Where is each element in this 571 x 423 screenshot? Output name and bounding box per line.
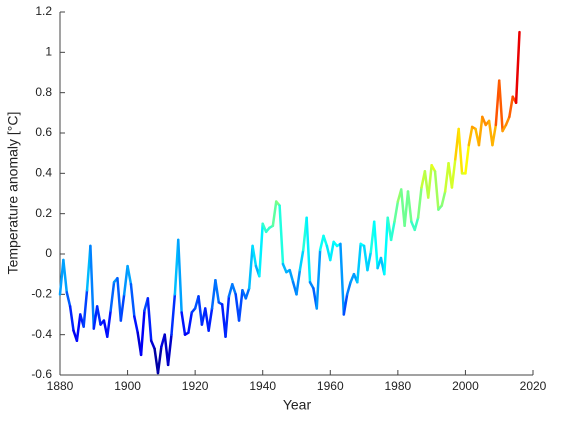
- x-tick-label: 1900: [114, 379, 141, 393]
- line-segment: [481, 115, 487, 127]
- line-segment: [116, 276, 123, 322]
- line-segment: [244, 287, 251, 300]
- line-segment: [278, 204, 285, 266]
- line-segment: [65, 291, 72, 308]
- line-segment: [450, 157, 457, 189]
- line-segment: [345, 280, 352, 296]
- y-tick-label: 0.2: [35, 206, 52, 220]
- line-segment: [156, 345, 163, 375]
- line-segment: [288, 268, 295, 284]
- y-tick-label: 1: [45, 45, 52, 59]
- line-segment: [406, 190, 413, 223]
- line-segment: [126, 264, 133, 286]
- line-segment: [504, 115, 511, 127]
- x-tick-label: 2000: [452, 379, 479, 393]
- line-segment: [366, 250, 373, 272]
- line-segment: [322, 234, 329, 248]
- line-segment: [433, 170, 440, 211]
- line-segment: [166, 333, 173, 367]
- line-segment: [318, 234, 325, 252]
- line-segment: [177, 238, 183, 314]
- y-tick-label: 0.6: [35, 125, 52, 139]
- line-segment: [109, 280, 116, 312]
- line-segment: [210, 278, 217, 310]
- line-segment: [342, 293, 349, 316]
- line-segment: [295, 268, 302, 296]
- line-segment: [440, 190, 447, 207]
- line-segment: [389, 220, 396, 242]
- line-segment: [315, 248, 322, 310]
- line-segment: [271, 200, 278, 228]
- line-segment: [68, 305, 75, 332]
- line-segment: [258, 222, 264, 278]
- line-segment: [129, 283, 136, 318]
- line-segment: [214, 278, 221, 304]
- line-segment: [508, 95, 514, 119]
- y-tick-label: 0.4: [35, 166, 52, 180]
- y-tick-label: -0.6: [31, 367, 52, 381]
- line-segment: [106, 309, 112, 338]
- y-tick-label: -0.4: [31, 327, 52, 341]
- y-tick-label: 0.8: [35, 85, 52, 99]
- line-segment: [95, 305, 102, 326]
- line-segment: [119, 293, 126, 322]
- line-segment: [362, 244, 369, 272]
- line-segment: [251, 244, 258, 268]
- line-segment: [393, 200, 400, 223]
- line-segment: [237, 289, 244, 322]
- y-tick-label: -0.2: [31, 287, 52, 301]
- line-segment: [339, 242, 346, 316]
- line-segment: [197, 295, 204, 326]
- line-segment: [133, 315, 139, 334]
- line-segment: [224, 295, 231, 338]
- line-segment: [180, 311, 187, 336]
- line-segment: [514, 30, 521, 104]
- line-segment: [82, 289, 89, 328]
- x-tick-label: 1920: [182, 379, 209, 393]
- line-segment: [491, 123, 498, 147]
- x-tick-label: 2020: [520, 379, 547, 393]
- line-segment: [413, 216, 420, 232]
- x-tick-label: 1980: [385, 379, 412, 393]
- x-tick-label: 1880: [47, 379, 74, 393]
- line-segment: [416, 186, 423, 219]
- line-segment: [261, 222, 268, 234]
- x-tick-label: 1940: [249, 379, 276, 393]
- line-segment: [122, 264, 129, 296]
- line-segment: [75, 313, 82, 342]
- line-segment: [477, 115, 484, 147]
- x-tick-label: 1960: [317, 379, 344, 393]
- x-axis-label: Year: [283, 397, 312, 413]
- line-segment: [497, 79, 504, 133]
- line-segment: [383, 216, 389, 276]
- line-segment: [467, 125, 474, 147]
- line-segment: [207, 307, 214, 332]
- y-axis-label: Temperature anomaly [°C]: [5, 112, 21, 275]
- line-segment: [329, 240, 335, 262]
- y-tick-label: 0: [45, 246, 52, 260]
- line-segment: [298, 248, 305, 272]
- line-segment: [62, 258, 69, 294]
- line-segment: [356, 242, 362, 284]
- line-segment: [149, 339, 156, 351]
- line-segment: [464, 143, 471, 175]
- line-segment: [146, 297, 153, 342]
- y-tick-label: 1.2: [35, 4, 52, 18]
- line-segment: [170, 293, 177, 336]
- line-segment: [89, 244, 96, 330]
- line-segment: [457, 127, 464, 175]
- line-segment: [372, 220, 379, 270]
- line-segment: [305, 216, 312, 284]
- line-segment: [281, 262, 288, 274]
- line-segment: [427, 164, 433, 199]
- line-segment: [247, 244, 254, 290]
- line-segment: [187, 311, 194, 334]
- line-segment: [231, 283, 237, 296]
- line-segment: [139, 309, 146, 357]
